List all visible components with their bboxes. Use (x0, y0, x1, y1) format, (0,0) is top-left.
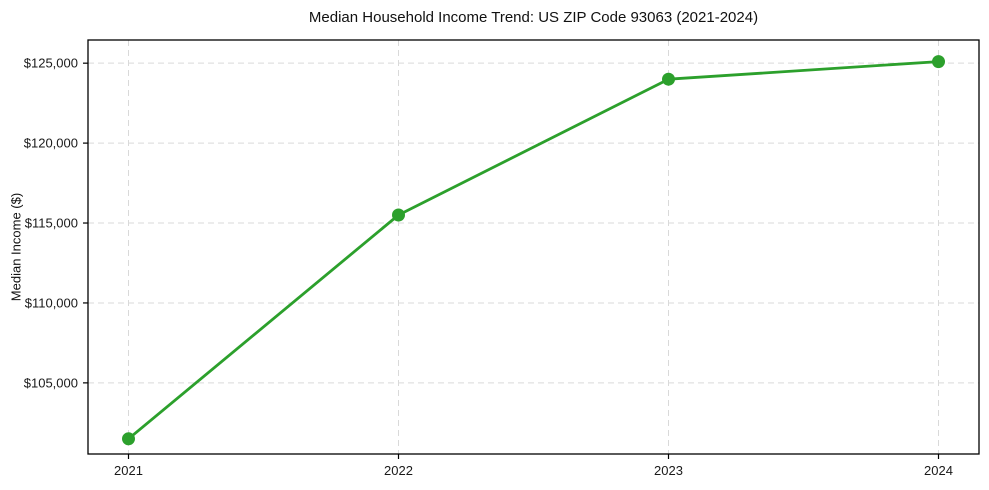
y-tick-label: $115,000 (25, 216, 78, 231)
x-tick-label: 2022 (384, 463, 413, 478)
y-tick-label: $105,000 (24, 375, 78, 390)
trend-line (127, 60, 940, 441)
x-tick-label: 2024 (924, 463, 953, 478)
data-point-2023 (662, 72, 675, 86)
x-tick-label: 2021 (114, 463, 143, 478)
plot-frame (87, 39, 980, 455)
y-tick-label: $120,000 (24, 136, 78, 151)
data-point-2024 (932, 55, 945, 69)
data-point-2022 (392, 208, 405, 222)
x-tick-label: 2023 (654, 463, 683, 478)
chart-title: Median Household Income Trend: US ZIP Co… (308, 9, 759, 26)
data-point-2021 (122, 432, 135, 446)
y-tick-label: $110,000 (25, 295, 78, 310)
y-tick-label: $125,000 (24, 56, 78, 71)
